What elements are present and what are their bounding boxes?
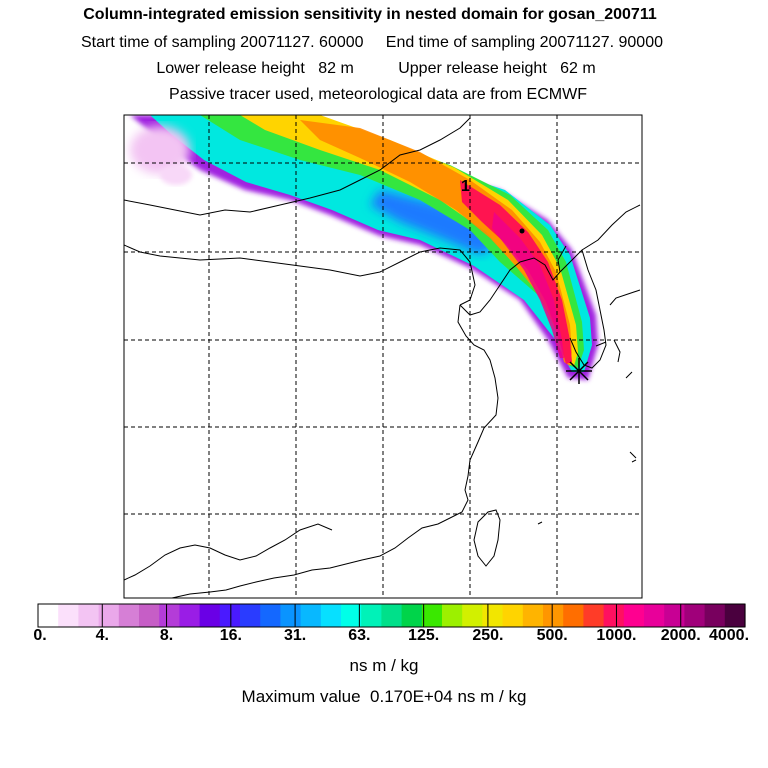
colorbar-cell (219, 604, 241, 627)
colorbar-cell (401, 604, 423, 627)
coast-korea (559, 204, 641, 369)
colorbar-cell (98, 604, 120, 627)
colorbar-tick-label: 125. (408, 627, 440, 644)
colorbar-cell (300, 604, 322, 627)
colorbar-cell (421, 604, 443, 627)
colorbar-cell (502, 604, 524, 627)
colorbar-cell (543, 604, 564, 627)
colorbar-cell (320, 604, 342, 627)
colorbar-frame (37, 603, 746, 628)
colorbar-cell (58, 604, 79, 627)
coast-taiwan (473, 509, 501, 567)
colorbar-tick-label: 500. (536, 627, 568, 644)
coast-bohai (459, 257, 561, 316)
plume-core-magenta (492, 212, 564, 358)
border-china-north (124, 244, 476, 306)
release-marker (566, 358, 592, 384)
colorbar-cell (199, 604, 221, 627)
maximum-value: Maximum value 0.170E+04 ns m / kg (241, 687, 527, 706)
colorbar-cell (159, 604, 180, 627)
colorbar-cell (644, 604, 665, 627)
colorbar-cell (664, 604, 685, 627)
colorbar-tick-label: 16. (219, 627, 242, 644)
colorbar-tick-label: 2000. (660, 627, 701, 644)
border-mongolia-north (124, 117, 471, 216)
colorbar-tick-label: 1000. (596, 627, 637, 644)
trajectory-label: 1 (461, 178, 470, 195)
border-korea-north (557, 245, 567, 273)
colorbar-cell (38, 604, 59, 627)
colorbar-cell (704, 604, 726, 627)
colorbar-tick-label: 0. (33, 627, 47, 644)
colorbar-tick-label: 31. (283, 627, 307, 644)
colorbar-tick-label: 4. (95, 627, 109, 644)
release-heights: Lower release height 82 m Upper release … (156, 60, 596, 77)
coast-japan-fragments (537, 289, 641, 525)
colorbar-tick-label: 8. (159, 627, 174, 644)
emission-plume (130, 115, 598, 380)
colorbar-tick-label: 4000. (708, 627, 750, 644)
colorbar-cell (280, 604, 302, 627)
chart-title: Column-integrated emission sensitivity i… (83, 6, 657, 23)
colorbar-cell (724, 604, 746, 627)
coastlines (124, 117, 641, 598)
colorbar-cell (684, 604, 706, 627)
colorbar-cell (381, 604, 403, 627)
plume-band-cyan (150, 115, 592, 372)
colorbar-cell (603, 604, 625, 627)
map-frame (123, 114, 643, 599)
colorbar-cell (623, 604, 645, 627)
tracer-info: Passive tracer used, meteorological data… (169, 86, 587, 103)
colorbar-tick-label: 250. (472, 627, 504, 644)
colorbar-cell (563, 604, 584, 627)
colorbar-cell (462, 604, 483, 627)
colorbar-cell (442, 604, 463, 627)
colorbar-cell (482, 604, 504, 627)
colorbar-cell (139, 604, 160, 627)
sampling-times: Start time of sampling 20071127. 60000 E… (80, 34, 663, 51)
colorbar-cell (583, 604, 605, 627)
trajectory-dot (519, 228, 525, 234)
plume-pink-patch-2 (160, 165, 192, 185)
coast-china-east (171, 304, 499, 598)
plume-core-red (460, 180, 572, 364)
colorbar-cell (118, 604, 140, 627)
colorbar-tick-label: 63. (348, 627, 371, 644)
border-china-south (124, 523, 333, 581)
plume-band-blue (370, 190, 505, 255)
colorbar-cell (260, 604, 281, 627)
colorbar-cell (179, 604, 201, 627)
plume-pink-patch (130, 126, 190, 174)
colorbar-cell (240, 604, 261, 627)
colorbar-cell (78, 604, 100, 627)
colorbar-cell (522, 604, 544, 627)
colorbar-cell (341, 604, 362, 627)
colorbar-units: ns m / kg (349, 656, 419, 675)
grid-lines (124, 115, 642, 598)
colorbar-cell (361, 604, 382, 627)
